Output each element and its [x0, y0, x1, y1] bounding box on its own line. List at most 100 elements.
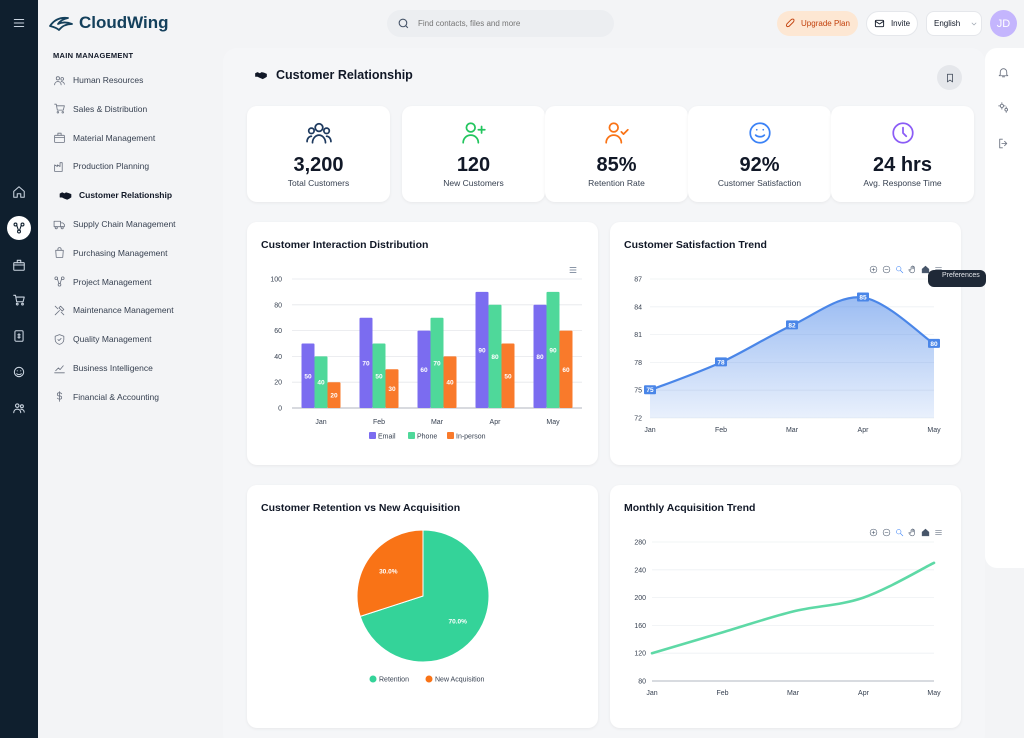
x-tick-label: Feb [716, 690, 728, 697]
bar[interactable] [359, 317, 373, 408]
avatar[interactable]: JD [990, 10, 1017, 37]
pie-slice[interactable] [356, 529, 424, 618]
x-tick-label: Jan [644, 427, 655, 434]
bar[interactable] [475, 291, 489, 408]
box-icon[interactable] [7, 253, 31, 277]
search-box[interactable] [387, 10, 614, 37]
reset-home-icon[interactable] [920, 527, 930, 537]
bar[interactable] [546, 291, 560, 408]
support-icon[interactable] [7, 360, 31, 384]
x-tick-label: Mar [431, 419, 444, 426]
retention-card: Customer Retention vs New Acquisition 70… [247, 485, 598, 728]
bar[interactable] [430, 317, 444, 408]
legend-label: Phone [417, 434, 437, 441]
bar[interactable] [533, 304, 547, 408]
bar[interactable] [559, 330, 573, 408]
bar[interactable] [488, 304, 502, 408]
kpi-label: Retention Rate [588, 178, 645, 188]
acquisition-chart: 80 120 160 200 240 280 Jan Feb Mar Apr May [634, 540, 941, 698]
chart-toolbar [868, 264, 943, 274]
bar-data-label: 80 [491, 354, 499, 361]
chart-menu-icon[interactable] [568, 265, 578, 275]
x-tick-label: Feb [715, 427, 727, 434]
logout-icon[interactable] [997, 137, 1012, 152]
pan-icon[interactable] [907, 527, 917, 537]
sidebar-item-business-intelligence[interactable]: Business Intelligence [53, 359, 153, 377]
zoom-out-icon[interactable] [881, 527, 891, 537]
y-tick-label: 160 [634, 623, 646, 630]
x-tick-label: Feb [373, 419, 385, 426]
sidebar-item-customer-relationship[interactable]: Customer Relationship [59, 186, 172, 204]
data-point-label-bg[interactable] [644, 385, 656, 395]
data-point-label-bg[interactable] [786, 320, 798, 330]
card-title: Customer Satisfaction Trend [624, 239, 767, 251]
zoom-select-icon[interactable] [894, 527, 904, 537]
settings-icon[interactable] [997, 101, 1012, 116]
sidebar-item-maintenance-management[interactable]: Maintenance Management [53, 301, 174, 319]
bar-data-label: 60 [562, 367, 570, 374]
data-point-label-bg[interactable] [715, 357, 727, 367]
home-icon[interactable] [7, 180, 31, 204]
bar[interactable] [372, 343, 386, 409]
factory-icon [54, 162, 63, 172]
legend-label: New Acquisition [435, 677, 485, 684]
data-point-label: 78 [717, 359, 725, 366]
legend-label: In-person [456, 434, 486, 441]
x-tick-label: Jan [315, 419, 326, 426]
cart-icon[interactable] [7, 288, 31, 312]
sidebar-item-sales-distribution[interactable]: Sales & Distribution [53, 100, 147, 118]
wing-icon [49, 16, 73, 31]
pan-icon[interactable] [907, 264, 917, 274]
y-tick-label: 87 [634, 277, 642, 284]
sidebar-item-human-resources[interactable]: Human Resources [53, 71, 143, 89]
bell-icon[interactable] [997, 66, 1012, 81]
bar[interactable] [417, 330, 431, 408]
zoom-out-icon[interactable] [881, 264, 891, 274]
kpi-label: Customer Satisfaction [717, 178, 802, 188]
bookmark-button[interactable] [937, 65, 962, 90]
brand-logo[interactable]: CloudWing [48, 12, 169, 34]
network-icon[interactable] [7, 216, 31, 240]
sidebar-item-financial-accounting[interactable]: Financial & Accounting [53, 388, 159, 406]
kpi-label: New Customers [443, 178, 504, 188]
search-input[interactable] [418, 19, 598, 28]
project-icon [54, 276, 65, 287]
bar[interactable] [327, 382, 341, 408]
sidebar-item-label: Sales & Distribution [73, 103, 148, 114]
users-icon [54, 75, 65, 85]
bar[interactable] [501, 343, 515, 409]
bar[interactable] [443, 356, 457, 408]
card-title: Customer Retention vs New Acquisition [261, 502, 461, 514]
zoom-select-icon[interactable] [894, 264, 904, 274]
y-tick-label: 84 [634, 304, 642, 311]
sidebar-item-quality-management[interactable]: Quality Management [53, 330, 151, 348]
zoom-in-icon[interactable] [868, 264, 878, 274]
retention-chart: 70.0% 30.0% Retention New Acquisition [356, 529, 490, 684]
data-point-label-bg[interactable] [928, 338, 940, 348]
bar[interactable] [385, 369, 399, 408]
y-tick-label: 120 [634, 651, 646, 658]
invoice-icon[interactable] [7, 324, 31, 348]
sidebar-section-title: MAIN MANAGEMENT [53, 51, 134, 60]
pie-slice[interactable] [359, 529, 490, 663]
kpi-label: Avg. Response Time [863, 178, 942, 188]
handshake-icon [255, 72, 267, 80]
bar[interactable] [301, 343, 315, 409]
sidebar-item-purchasing-management[interactable]: Purchasing Management [53, 244, 168, 262]
upgrade-plan-button[interactable]: Upgrade Plan [777, 11, 858, 36]
language-select[interactable]: English [926, 11, 982, 36]
sidebar-item-project-management[interactable]: Project Management [53, 273, 151, 291]
sidebar-item-supply-chain-management[interactable]: Supply Chain Management [53, 215, 176, 233]
chart-menu-icon[interactable] [933, 527, 943, 537]
data-point-label-bg[interactable] [857, 292, 869, 302]
bar[interactable] [314, 356, 328, 408]
zoom-in-icon[interactable] [868, 527, 878, 537]
reset-home-icon[interactable] [920, 264, 930, 274]
menu-icon[interactable] [7, 11, 31, 35]
invite-button[interactable]: Invite [866, 11, 918, 36]
y-tick-label: 75 [634, 388, 642, 395]
sidebar-item-production-planning[interactable]: Production Planning [53, 157, 149, 175]
sidebar-item-label: Human Resources [73, 75, 144, 85]
sidebar-item-material-management[interactable]: Material Management [53, 129, 155, 147]
team-icon[interactable] [7, 396, 31, 420]
